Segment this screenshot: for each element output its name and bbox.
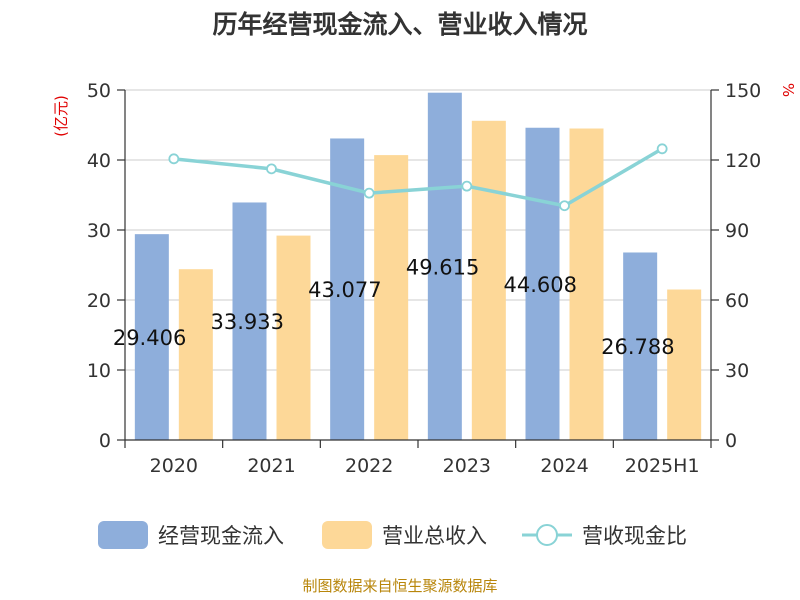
data-label: 33.933	[211, 310, 284, 334]
legend-swatch	[98, 521, 148, 549]
left-axis-tick-label: 30	[87, 220, 111, 242]
bar-total-revenue	[667, 289, 702, 440]
right-axis-tick-label: 120	[725, 150, 761, 172]
legend: 经营现金流入 营业总收入 营收现金比	[98, 521, 687, 549]
bar-total-revenue	[569, 128, 604, 440]
legend-item[interactable]: 营收现金比	[522, 524, 687, 548]
right-axis-tick-label: 150	[725, 80, 761, 102]
x-axis-tick-label: 2021	[247, 455, 295, 477]
bar-total-revenue	[178, 269, 213, 440]
bar-cash-inflow	[134, 234, 169, 440]
bar-total-revenue	[374, 155, 409, 440]
source-note: 制图数据来自恒生聚源数据库	[302, 577, 497, 595]
right-axis-tick-label: 30	[725, 360, 749, 382]
bar-cash-inflow	[232, 202, 267, 440]
ratio-point	[266, 163, 277, 175]
legend-item[interactable]: 经营现金流入	[98, 521, 284, 549]
right-axis-tick-label: 60	[725, 290, 749, 312]
right-axis-tick-label: 0	[725, 430, 737, 452]
x-axis-tick-label: 2020	[150, 455, 198, 477]
bar-cash-inflow	[427, 92, 462, 440]
bar-total-revenue	[276, 235, 311, 440]
legend-item[interactable]: 营业总收入	[322, 521, 487, 549]
x-axis-tick-label: 2023	[443, 455, 491, 477]
left-axis-tick-label: 40	[87, 150, 111, 172]
data-label: 29.406	[113, 326, 186, 350]
ratio-line-path	[173, 147, 664, 208]
data-label: 26.788	[601, 335, 674, 359]
data-label: 44.608	[504, 273, 577, 297]
x-axis-tick-label: 2025H1	[625, 455, 700, 477]
ratio-point	[656, 143, 668, 155]
ratio-point	[363, 187, 375, 199]
right-axis-tick-label: 90	[725, 220, 749, 242]
right-axis-unit: %	[779, 83, 797, 97]
left-axis-unit: (亿元)	[52, 95, 70, 137]
chart-title: 历年经营现金流入、营业收入情况	[212, 10, 587, 39]
bar-cash-inflow	[525, 127, 560, 440]
data-label: 43.077	[308, 278, 381, 302]
ratio-point	[559, 200, 570, 212]
axes: 0 10 20 30 40 50 0 30 60 90 120 150 2020 2021 2022 2023…	[87, 80, 761, 477]
data-label: 49.615	[406, 255, 479, 279]
legend-marker	[536, 524, 558, 546]
legend-label: 营业总收入	[382, 524, 487, 548]
ratio-point	[168, 153, 180, 165]
legend-label: 营收现金比	[582, 524, 687, 548]
left-axis-tick-label: 10	[87, 360, 111, 382]
bar-total-revenue	[471, 120, 506, 441]
gridlines	[125, 89, 711, 371]
left-axis-tick-label: 50	[87, 80, 111, 102]
bar-cash-inflow	[623, 252, 658, 440]
bars	[134, 92, 702, 441]
legend-label: 经营现金流入	[158, 524, 284, 548]
left-axis-tick-label: 0	[99, 430, 111, 452]
x-axis-tick-label: 2022	[345, 455, 393, 477]
legend-swatch	[322, 521, 372, 549]
ratio-line	[168, 143, 668, 212]
ratio-point	[461, 180, 473, 192]
left-axis-tick-label: 20	[87, 290, 111, 312]
x-axis-tick-label: 2024	[540, 455, 588, 477]
